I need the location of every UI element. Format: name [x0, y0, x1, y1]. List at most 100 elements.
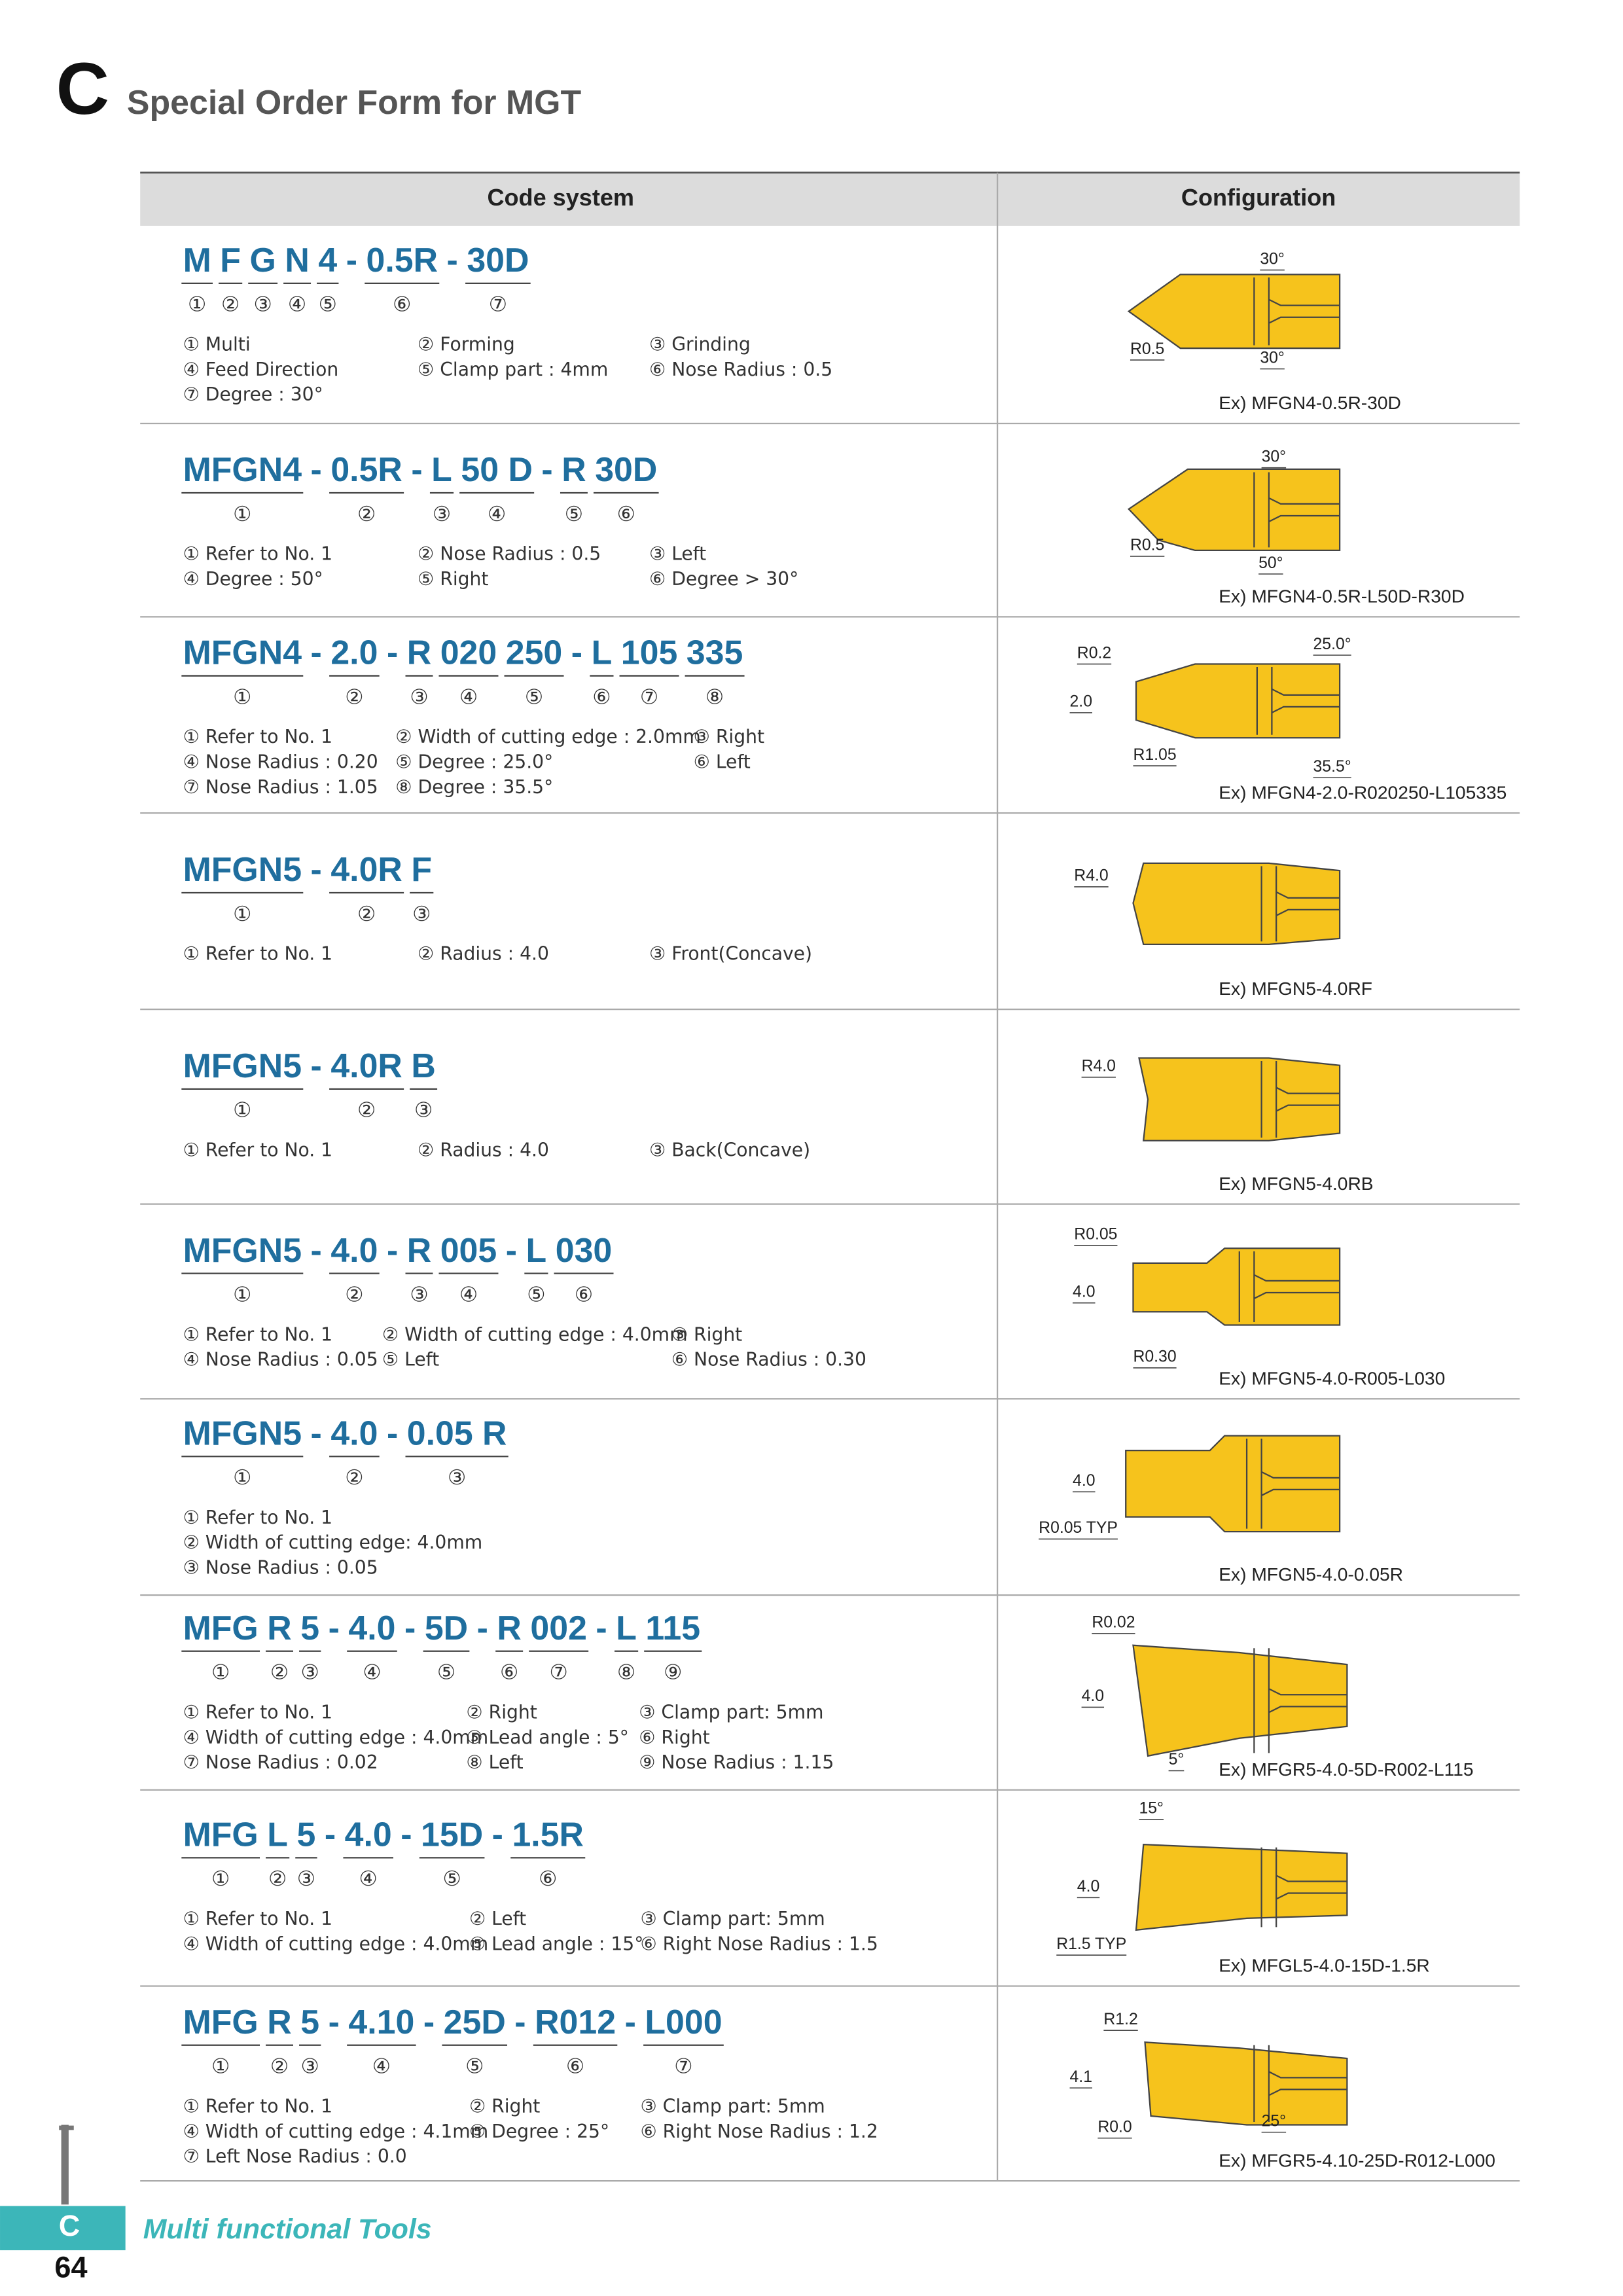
code-marker: ③: [410, 685, 428, 709]
tool-clamp: [1253, 1274, 1340, 1282]
note: ③ Front(Concave): [649, 943, 812, 965]
code-part: 30D: [467, 241, 529, 279]
code-part: MFGN5: [183, 850, 302, 888]
note: ② Radius : 4.0: [418, 1139, 549, 1161]
code-marker: ④: [488, 503, 506, 526]
code-part: 4.0: [330, 1231, 378, 1269]
code-part: 030: [556, 1231, 613, 1269]
section-letter: C: [56, 47, 109, 130]
code-part: 4.10: [348, 2003, 414, 2041]
code-part: R: [267, 1609, 291, 1647]
footer-tab: [0, 2206, 126, 2251]
note: ① Refer to No. 1: [183, 1323, 333, 1345]
note: ⑥ Right Nose Radius : 1.2: [640, 2121, 878, 2142]
code-part: 020: [440, 634, 497, 672]
code-part: -: [596, 1609, 607, 1647]
tool-shape: [1135, 1843, 1348, 1931]
dimension-label: 4.0: [1073, 1472, 1095, 1490]
code-part: 15D: [421, 1816, 483, 1854]
dimension-label: R0.30: [1133, 1348, 1176, 1366]
table-header: [140, 172, 1520, 226]
dimension-label: 25°: [1262, 2113, 1286, 2130]
code-part: -: [311, 1047, 322, 1085]
code-part: -: [541, 450, 552, 488]
dimension-label: R1.2: [1103, 2011, 1137, 2028]
note: ② Left: [469, 1908, 526, 1929]
dimension-label: R0.0: [1097, 2119, 1132, 2136]
code-part: B: [411, 1047, 435, 1085]
code-part: 4.0: [330, 1414, 378, 1452]
note: ① Multi: [183, 334, 251, 355]
code-part: -: [401, 1816, 412, 1854]
code-marker: ⑥: [617, 503, 635, 526]
tool-clamp: [1268, 1688, 1347, 1696]
code-marker: ③: [301, 2055, 319, 2079]
tool-clamp: [1275, 891, 1340, 899]
note: ⑥ Nose Radius : 0.5: [649, 359, 832, 380]
note: ③ Nose Radius : 0.05: [183, 1557, 378, 1579]
example: Ex) MFGN5-4.0RB: [1219, 1173, 1373, 1194]
dimension-label: 30°: [1260, 349, 1284, 367]
note: ② Forming: [418, 334, 515, 355]
note: ⑥ Degree > 30°: [649, 568, 798, 590]
tool-clamp: [1271, 688, 1340, 696]
dimension-label: 4.0: [1077, 1878, 1099, 1895]
code-marker: ①: [233, 685, 251, 709]
tool-clamp: [1261, 1471, 1340, 1479]
code-part: F: [220, 241, 241, 279]
dimension-label: 4.0: [1073, 1283, 1095, 1300]
code-marker: ③: [448, 1466, 466, 1490]
tool-clamp: [1268, 2071, 1347, 2079]
note: ④ Width of cutting edge : 4.0mm: [183, 1933, 489, 1954]
dimension-label: R0.05 TYP: [1039, 1519, 1118, 1537]
tool-clamp: [1268, 497, 1340, 505]
dimension-label: R0.05: [1074, 1226, 1117, 1244]
tool-shape: [1132, 1644, 1348, 1757]
code-marker: ⑤: [565, 503, 583, 526]
note: ④ Nose Radius : 0.05: [183, 1349, 378, 1371]
code-marker: ③: [414, 1099, 433, 1122]
note: ② Width of cutting edge : 4.0mm: [382, 1323, 688, 1345]
note: ② Radius : 4.0: [418, 943, 549, 965]
code-part: 4.0: [348, 1609, 395, 1647]
code-marker: ①: [233, 1466, 251, 1490]
example: Ex) MFGN5-4.0RF: [1219, 978, 1372, 999]
code-marker: ①: [233, 1283, 251, 1306]
dimension-label: R0.5: [1130, 537, 1164, 554]
code-marker: ②: [221, 293, 240, 317]
code-part: MFGN5: [183, 1414, 302, 1452]
code-part: 25D: [444, 2003, 506, 2041]
dimension-label: 30°: [1260, 250, 1284, 268]
code-part: 0.5R: [330, 450, 402, 488]
note: ⑥ Right Nose Radius : 1.5: [640, 1933, 878, 1954]
code-part: MFGN4: [183, 634, 302, 672]
dimension-label: 4.1: [1070, 2068, 1092, 2086]
dimension-label: R1.5 TYP: [1056, 1935, 1126, 1953]
code-marker: ②: [268, 1867, 287, 1891]
code-part: G: [249, 241, 276, 279]
code-part: R: [407, 1231, 431, 1269]
tool-clamp: [1275, 1086, 1340, 1094]
note: ⑧ Degree : 35.5°: [395, 776, 553, 798]
code-marker: ②: [345, 1283, 363, 1306]
code-marker: ⑦: [674, 2055, 692, 2079]
code-part: L: [267, 1816, 288, 1854]
note: ① Refer to No. 1: [183, 1908, 333, 1929]
code-part: -: [411, 450, 422, 488]
note: ⑤ Left: [382, 1349, 439, 1371]
note: ③ Clamp part: 5mm: [640, 2095, 825, 2117]
code-marker: ⑤: [437, 1661, 455, 1685]
example: Ex) MFGN5-4.0-0.05R: [1219, 1564, 1403, 1585]
code-marker: ④: [459, 685, 478, 709]
tool-clamp: [1275, 1104, 1340, 1112]
tool-clamp: [1253, 1291, 1340, 1299]
tool-clamp: [1268, 316, 1340, 324]
code-marker: ②: [357, 903, 376, 926]
note: ⑥ Left: [694, 751, 751, 773]
code-marker: ③: [297, 1867, 315, 1891]
note: ④ Width of cutting edge : 4.0mm: [183, 1727, 489, 1748]
code-part: MFGN5: [183, 1231, 302, 1269]
tool-shape: [1127, 274, 1341, 350]
code-part: L: [592, 634, 613, 672]
